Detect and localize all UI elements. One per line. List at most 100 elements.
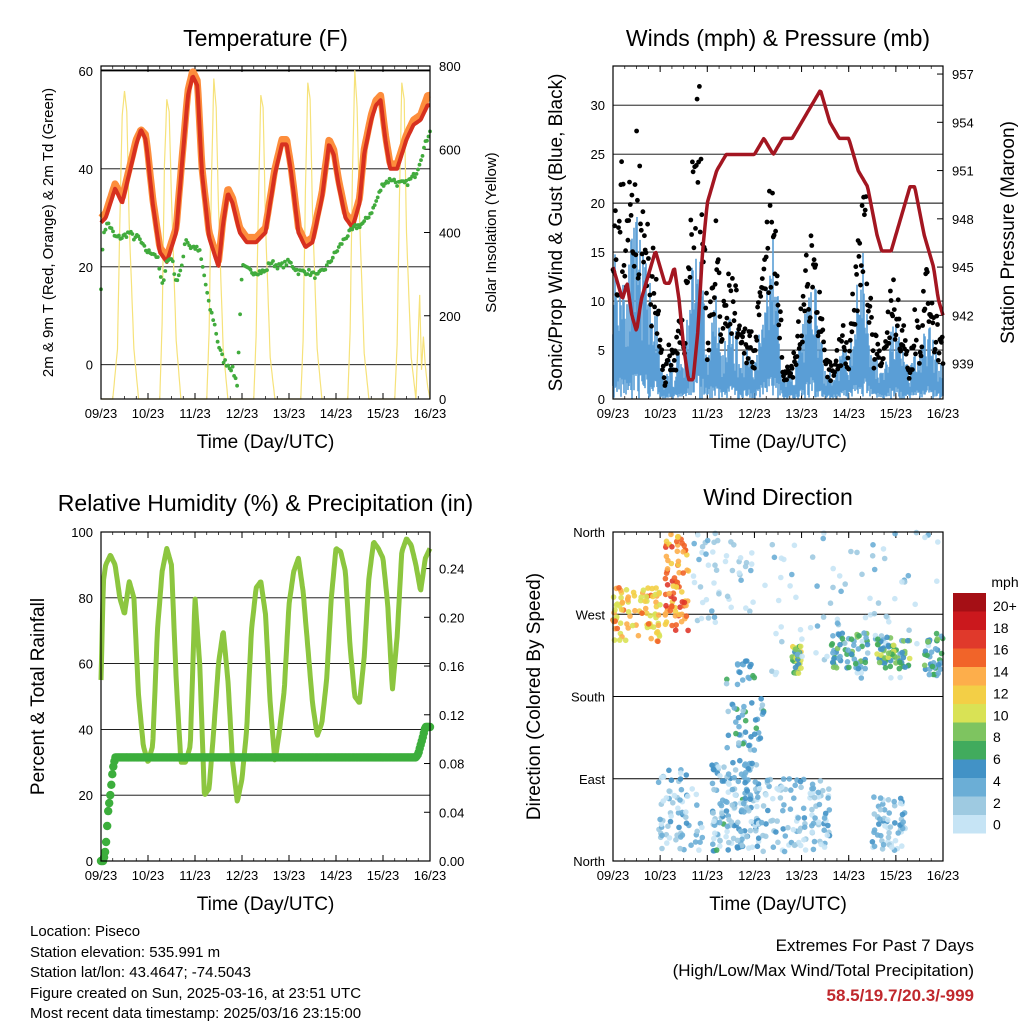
x-axis-label: Time (Day/UTC) xyxy=(709,432,847,453)
wind-direction-point xyxy=(807,624,814,631)
gust-point xyxy=(686,266,692,272)
y2-tick-label: 954 xyxy=(952,115,974,130)
wind-direction-point xyxy=(935,670,941,677)
wind-direction-point xyxy=(750,599,756,605)
y2-tick-label: 942 xyxy=(952,308,974,323)
wind-direction-point xyxy=(716,819,723,826)
wind-direction-point xyxy=(787,583,793,589)
wind-direction-point xyxy=(864,650,871,656)
plot-border xyxy=(612,531,944,862)
extremes-values: 58.5/19.7/20.3/-999 xyxy=(826,986,974,1005)
wind-direction-point xyxy=(678,786,685,793)
wind-direction-point xyxy=(710,810,716,816)
y-axis-label: Percent & Total Rainfall xyxy=(28,598,49,795)
wind-direction-point xyxy=(740,800,747,807)
wind-direction-point xyxy=(677,776,684,782)
y-axis-label: Direction (Colored By Speed) xyxy=(524,573,545,820)
gust-point xyxy=(847,348,852,354)
wind-direction-point xyxy=(656,590,662,597)
y-axis-label: 2m & 9m T (Red, Orange) & 2m Td (Green) xyxy=(40,88,57,377)
gust-point xyxy=(774,281,779,286)
wind-direction-point xyxy=(851,642,857,649)
dewpoint-point xyxy=(172,272,177,276)
wind-direction-point xyxy=(899,649,905,656)
gust-point xyxy=(917,361,922,366)
wind-direction-point xyxy=(679,832,686,838)
wind-direction-point xyxy=(809,554,816,560)
y-tick-label: South xyxy=(571,690,605,705)
gust-point xyxy=(939,334,945,340)
wind-direction-point xyxy=(769,668,775,674)
gust-point xyxy=(933,339,939,345)
gust-point xyxy=(840,323,846,328)
y-tick-label: 60 xyxy=(79,657,93,672)
wind-direction-point xyxy=(820,787,826,794)
wind-direction-point xyxy=(780,826,786,832)
gust-point xyxy=(727,321,733,327)
wind-direction-point xyxy=(739,836,745,843)
y2-tick-label: 0.20 xyxy=(439,610,464,625)
dewpoint-point xyxy=(357,225,362,230)
wind-direction-point xyxy=(729,786,736,793)
dewpoint-point xyxy=(307,267,311,272)
wind-direction-point xyxy=(724,799,730,805)
gust-point xyxy=(652,304,657,310)
gust-point xyxy=(936,350,942,356)
wind-direction-point xyxy=(886,830,892,836)
dewpoint-point xyxy=(289,260,293,265)
gust-point xyxy=(921,288,926,294)
wind-direction-point xyxy=(880,546,887,552)
dewpoint-point xyxy=(214,331,219,336)
wind-direction-point xyxy=(712,830,718,836)
x-tick-label: 09/23 xyxy=(597,868,630,883)
wind-direction-point xyxy=(726,816,732,823)
wind-direction-point xyxy=(728,604,734,611)
dewpoint-point xyxy=(218,348,223,352)
plot-border xyxy=(100,531,431,862)
wind-direction-point xyxy=(627,613,633,619)
wind-direction-point xyxy=(854,549,860,556)
wind-direction-point xyxy=(751,674,758,681)
wind-direction-point xyxy=(676,569,682,576)
wind-direction-point xyxy=(635,632,642,639)
wind-direction-point xyxy=(713,847,720,853)
wind-direction-point xyxy=(859,571,865,578)
wind-direction-point xyxy=(816,801,823,808)
gust-point xyxy=(800,339,805,345)
gust-point xyxy=(777,335,782,341)
precip-point xyxy=(105,798,114,808)
dewpoint-point xyxy=(158,275,163,279)
wind-direction-point xyxy=(736,723,742,730)
dewpoint-point xyxy=(283,259,287,264)
wind-direction-point xyxy=(906,627,912,633)
gust-point xyxy=(685,279,690,285)
dewpoint-point xyxy=(206,298,211,303)
wind-direction-point xyxy=(657,602,663,608)
gust-point xyxy=(879,360,885,366)
gust-point xyxy=(888,298,894,303)
gust-point xyxy=(934,313,940,319)
wind-direction-point xyxy=(711,614,718,620)
gust-point xyxy=(778,317,784,323)
wind-direction-point xyxy=(678,618,685,625)
gust-point xyxy=(759,276,765,281)
wind-direction-point xyxy=(763,833,769,840)
wind-direction-point xyxy=(854,670,861,676)
gust-point xyxy=(853,264,859,270)
gust-point xyxy=(613,257,619,263)
y-tick-label: West xyxy=(576,607,606,622)
legend-swatch xyxy=(953,741,986,760)
wind-direction-point xyxy=(795,670,802,676)
dewpoint-point xyxy=(197,248,202,252)
gust-point xyxy=(770,190,775,196)
wind-direction-point xyxy=(725,771,732,777)
dewpoint-point xyxy=(170,259,175,264)
wind-direction-point xyxy=(889,844,895,850)
wind-direction-point xyxy=(771,554,778,561)
dewpoint-point xyxy=(405,183,410,188)
wind-direction-point xyxy=(855,646,862,652)
wind-direction-point xyxy=(710,841,716,847)
gust-point xyxy=(771,232,777,238)
wind-direction-point xyxy=(717,801,723,807)
wind-direction-point xyxy=(897,674,903,681)
